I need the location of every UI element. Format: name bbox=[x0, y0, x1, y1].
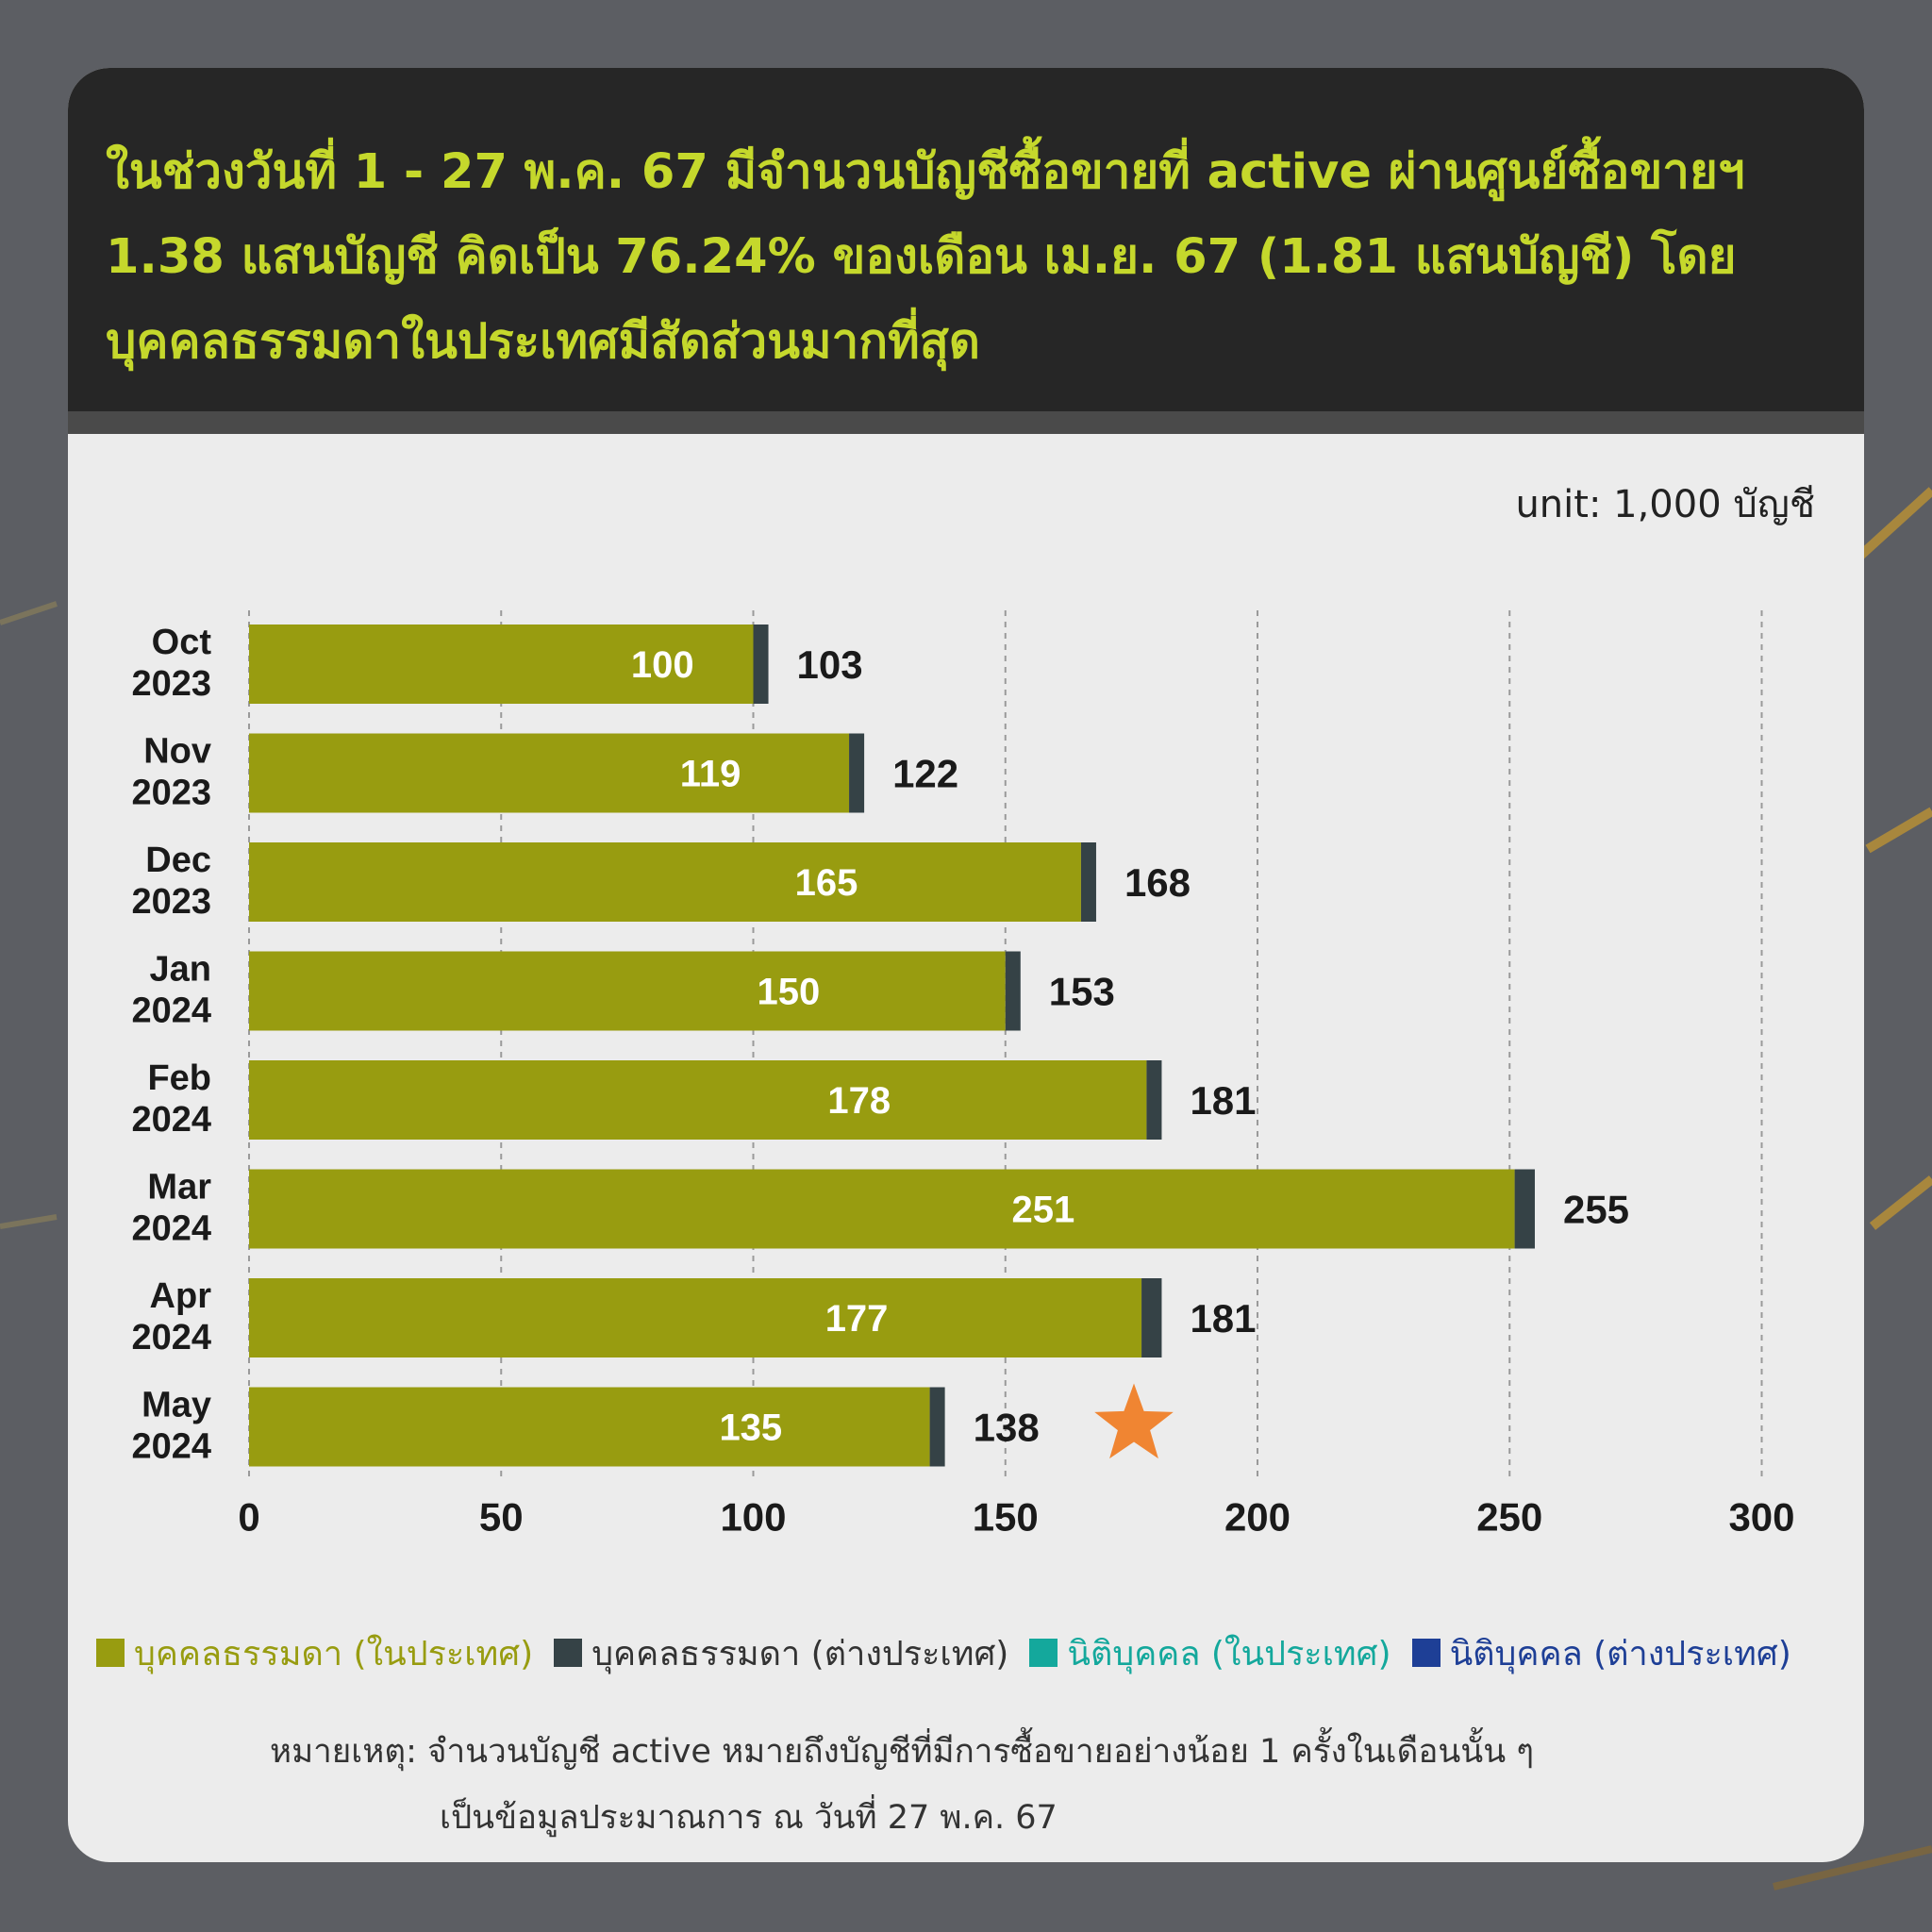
bar-value-label: 251 bbox=[1011, 1190, 1074, 1231]
y-tick-label-month: May bbox=[142, 1386, 211, 1425]
x-tick-label: 300 bbox=[1728, 1495, 1794, 1540]
y-tick-label-year: 2023 bbox=[131, 774, 211, 813]
bar-total-label: 181 bbox=[1190, 1296, 1256, 1341]
legend-swatch bbox=[1029, 1639, 1058, 1667]
bar-segment bbox=[249, 1387, 930, 1467]
bar-segment bbox=[753, 625, 769, 704]
bar-total-label: 181 bbox=[1190, 1078, 1256, 1123]
bar-segment bbox=[929, 1387, 945, 1467]
headline-panel: ในช่วงวันที่ 1 - 27 พ.ค. 67 มีจำนวนบัญชี… bbox=[68, 68, 1864, 411]
bar-segment bbox=[249, 1169, 1515, 1249]
bar-segment bbox=[249, 1060, 1147, 1140]
bar-segment bbox=[1514, 1169, 1535, 1249]
bar-segment bbox=[849, 733, 865, 813]
legend-label: นิติบุคคล (ในประเทศ) bbox=[1067, 1634, 1391, 1674]
legend-label: นิติบุคคล (ต่างประเทศ) bbox=[1449, 1634, 1791, 1674]
bar-segment bbox=[1146, 1060, 1162, 1140]
bar-segment bbox=[249, 733, 850, 813]
x-tick-label: 200 bbox=[1224, 1495, 1291, 1540]
y-tick-label-month: Oct bbox=[152, 623, 212, 662]
y-tick-label-month: Mar bbox=[147, 1168, 211, 1208]
y-tick-label-year: 2024 bbox=[131, 991, 211, 1031]
legend-item: บุคคลธรรมดา (ต่างประเทศ) bbox=[554, 1626, 1008, 1680]
bar-segment bbox=[1005, 951, 1021, 1031]
y-tick-label-month: Dec bbox=[145, 841, 211, 880]
legend-swatch bbox=[554, 1639, 583, 1667]
y-tick-label-year: 2024 bbox=[131, 1209, 211, 1249]
bar-segment bbox=[249, 1278, 1142, 1357]
legend-swatch bbox=[1411, 1639, 1441, 1667]
grid-lines bbox=[248, 610, 1763, 1478]
headline-text: ในช่วงวันที่ 1 - 27 พ.ค. 67 มีจำนวนบัญชี… bbox=[106, 144, 1745, 370]
y-tick-label-month: Feb bbox=[147, 1058, 211, 1098]
bar-segment bbox=[249, 625, 754, 704]
star-icon bbox=[1094, 1383, 1174, 1459]
bar-total-label: 255 bbox=[1563, 1188, 1629, 1232]
bar-segment bbox=[249, 842, 1081, 922]
bar-value-label: 150 bbox=[758, 972, 821, 1013]
bar-total-label: 168 bbox=[1124, 860, 1191, 905]
x-tick-label: 150 bbox=[973, 1495, 1039, 1540]
bar-total-label: 153 bbox=[1049, 970, 1115, 1014]
legend-item: บุคคลธรรมดา (ในประเทศ) bbox=[96, 1626, 533, 1680]
legend: บุคคลธรรมดา (ในประเทศ) บุคคลธรรมดา (ต่างป… bbox=[96, 1624, 1851, 1681]
y-tick-label-year: 2024 bbox=[131, 1318, 211, 1357]
footnote-line-1: หมายเหตุ: จำนวนบัญชี active หมายถึงบัญชี… bbox=[270, 1733, 1535, 1771]
x-tick-label: 250 bbox=[1476, 1495, 1542, 1540]
bar-total-label: 103 bbox=[797, 642, 863, 687]
bar-segment bbox=[1080, 842, 1096, 922]
legend-label: บุคคลธรรมดา (ในประเทศ) bbox=[134, 1634, 534, 1674]
legend-swatch bbox=[96, 1639, 125, 1667]
bar-segment bbox=[249, 951, 1006, 1031]
bars-group bbox=[249, 625, 1535, 1467]
bar-segment bbox=[1141, 1278, 1162, 1357]
y-tick-label-year: 2023 bbox=[131, 664, 211, 704]
y-tick-label-month: Apr bbox=[150, 1276, 212, 1316]
x-tick-label: 100 bbox=[720, 1495, 786, 1540]
footnote: หมายเหตุ: จำนวนบัญชี active หมายถึงบัญชี… bbox=[270, 1719, 1779, 1851]
bar-value-label: 135 bbox=[719, 1407, 782, 1449]
bar-value-label: 165 bbox=[795, 862, 858, 904]
unit-label: unit: 1,000 บัญชี bbox=[1515, 483, 1815, 526]
bar-total-label: 138 bbox=[974, 1406, 1040, 1450]
x-axis: 0 50 100 150 200 250 300 bbox=[238, 1495, 1794, 1540]
legend-item: นิติบุคคล (ต่างประเทศ) bbox=[1411, 1626, 1791, 1680]
y-tick-label-month: Jan bbox=[150, 950, 211, 990]
y-tick-label-year: 2024 bbox=[131, 1427, 211, 1467]
y-tick-label-month: Nov bbox=[143, 732, 211, 772]
y-tick-label-year: 2024 bbox=[131, 1100, 211, 1140]
footnote-line-2: เป็นข้อมูลประมาณการ ณ วันที่ 27 พ.ค. 67 bbox=[440, 1799, 1058, 1837]
legend-label: บุคคลธรรมดา (ต่างประเทศ) bbox=[591, 1634, 1009, 1674]
bar-total-label: 122 bbox=[892, 752, 958, 796]
legend-item: นิติบุคคล (ในประเทศ) bbox=[1029, 1626, 1391, 1680]
x-tick-label: 50 bbox=[479, 1495, 524, 1540]
bar-value-label: 119 bbox=[680, 754, 741, 795]
infographic-card: ในช่วงวันที่ 1 - 27 พ.ค. 67 มีจำนวนบัญชี… bbox=[68, 68, 1864, 1862]
bar-value-label: 100 bbox=[631, 644, 694, 686]
bar-value-label: 177 bbox=[825, 1298, 889, 1340]
y-tick-label-year: 2023 bbox=[131, 882, 211, 922]
header-divider-strip bbox=[68, 411, 1864, 434]
bar-value-label: 178 bbox=[827, 1080, 891, 1122]
x-tick-label: 0 bbox=[238, 1495, 259, 1540]
